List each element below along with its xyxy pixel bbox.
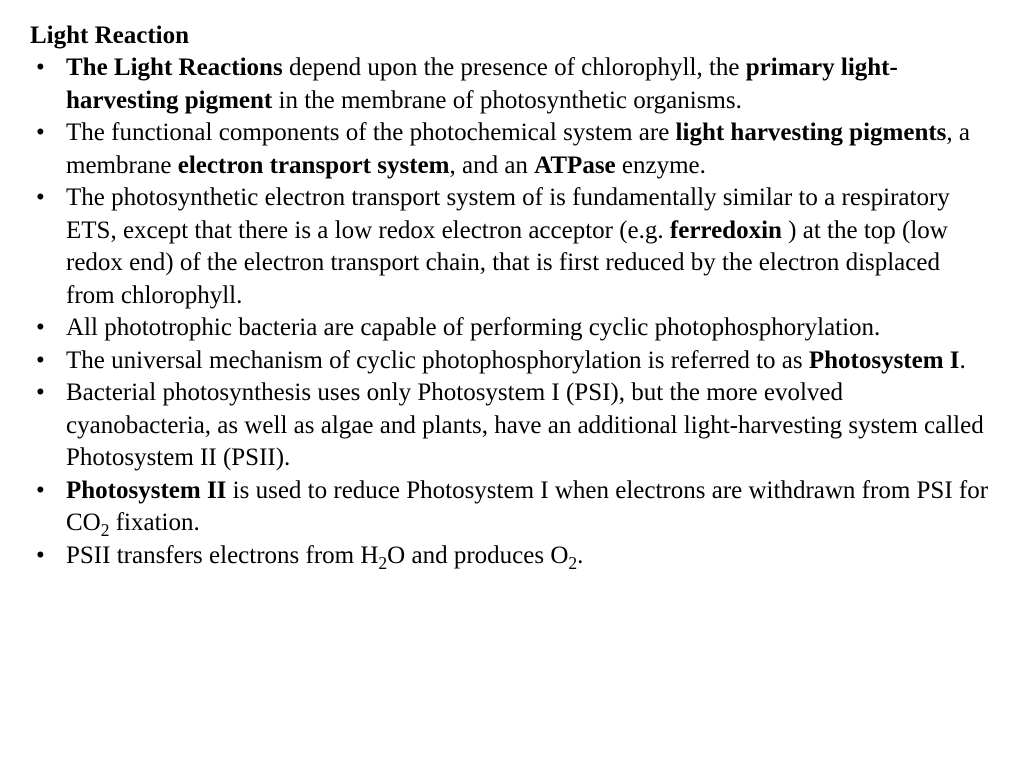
text-segment: Photosystem II	[66, 477, 226, 504]
bullet-list: The Light Reactions depend upon the pres…	[30, 52, 994, 572]
slide-content: Light Reaction The Light Reactions depen…	[0, 0, 1024, 572]
bullet-item: Photosystem II is used to reduce Photosy…	[30, 475, 994, 540]
text-segment: All phototrophic bacteria are capable of…	[66, 314, 880, 341]
bullet-item: The photosynthetic electron transport sy…	[30, 182, 994, 312]
text-segment: Bacterial photosynthesis uses only Photo…	[66, 379, 984, 471]
bullet-item: The functional components of the photoch…	[30, 117, 994, 182]
bullet-item: The universal mechanism of cyclic photop…	[30, 345, 994, 378]
text-segment: The Light Reactions	[66, 54, 283, 81]
text-segment: The universal mechanism of cyclic photop…	[66, 347, 809, 374]
text-segment: PSII transfers electrons from H	[66, 542, 378, 569]
text-segment: depend upon the presence of chlorophyll,…	[283, 54, 746, 81]
text-segment: electron transport system	[178, 152, 450, 179]
text-segment: , and an	[449, 152, 534, 179]
text-segment: .	[577, 542, 583, 569]
bullet-item: Bacterial photosynthesis uses only Photo…	[30, 377, 994, 475]
bullet-item: PSII transfers electrons from H2O and pr…	[30, 540, 994, 573]
text-segment: .	[960, 347, 966, 374]
text-segment: fixation.	[109, 509, 199, 536]
text-segment: light harvesting pigments	[676, 119, 947, 146]
bullet-item: The Light Reactions depend upon the pres…	[30, 52, 994, 117]
text-segment: Photosystem I	[809, 347, 960, 374]
text-segment: O and produces O	[387, 542, 568, 569]
slide-title: Light Reaction	[30, 22, 994, 50]
text-segment: in the membrane of photosynthetic organi…	[272, 87, 742, 114]
text-segment: ATPase	[534, 152, 615, 179]
text-segment: 2	[568, 553, 577, 573]
bullet-item: All phototrophic bacteria are capable of…	[30, 312, 994, 345]
text-segment: The functional components of the photoch…	[66, 119, 676, 146]
text-segment: ferredoxin	[670, 217, 782, 244]
text-segment: enzyme.	[616, 152, 706, 179]
text-segment: 2	[378, 553, 387, 573]
